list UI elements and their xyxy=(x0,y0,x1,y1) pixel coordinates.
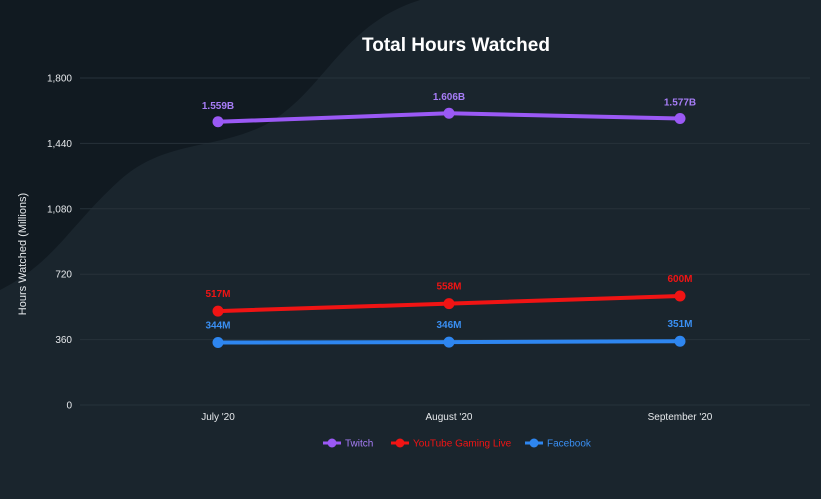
data-point xyxy=(212,337,224,349)
x-axis-ticks: July '20 August '20 September '20 xyxy=(201,412,713,423)
data-label: 1.559B xyxy=(202,101,234,112)
y-axis-ticks: 0 360 720 1,080 1,440 1,800 xyxy=(47,74,72,412)
y-axis-label: Hours Watched (Millions) xyxy=(17,193,29,315)
data-labels: 1.559B 1.606B 1.577B 517M 558M 600M 344M 346M 35… xyxy=(202,92,696,331)
legend-marker-icon xyxy=(529,438,539,448)
legend-marker-icon xyxy=(327,438,337,448)
y-tick-label: 360 xyxy=(55,335,72,346)
gridlines xyxy=(80,77,810,406)
legend-label: YouTube Gaming Live xyxy=(413,439,512,450)
data-label: 344M xyxy=(205,321,230,332)
data-point xyxy=(443,336,455,348)
y-tick-label: 1,440 xyxy=(47,139,72,150)
x-tick-label: July '20 xyxy=(201,412,235,423)
data-point xyxy=(674,335,686,347)
data-label: 346M xyxy=(436,320,461,331)
data-label: 1.606B xyxy=(433,92,465,103)
data-point xyxy=(674,113,686,125)
data-point xyxy=(212,305,224,317)
legend-label: Facebook xyxy=(547,439,592,450)
data-point xyxy=(443,107,455,119)
data-point xyxy=(674,290,686,302)
y-tick-label: 0 xyxy=(66,401,72,412)
chart-title: Total Hours Watched xyxy=(362,35,550,56)
x-tick-label: September '20 xyxy=(648,412,713,423)
y-tick-label: 1,080 xyxy=(47,204,72,215)
y-tick-label: 720 xyxy=(55,270,72,281)
data-label: 351M xyxy=(667,319,692,330)
series-lines xyxy=(212,107,686,349)
data-label: 517M xyxy=(205,289,230,300)
legend-marker-icon xyxy=(395,438,405,448)
x-tick-label: August '20 xyxy=(426,412,473,423)
data-label: 600M xyxy=(667,274,692,285)
legend: Twitch YouTube Gaming Live Facebook xyxy=(323,438,592,450)
data-label: 1.577B xyxy=(664,98,696,109)
data-label: 558M xyxy=(436,282,461,293)
data-point xyxy=(443,298,455,310)
legend-label: Twitch xyxy=(345,439,373,450)
y-tick-label: 1,800 xyxy=(47,74,72,85)
data-point xyxy=(212,116,224,128)
